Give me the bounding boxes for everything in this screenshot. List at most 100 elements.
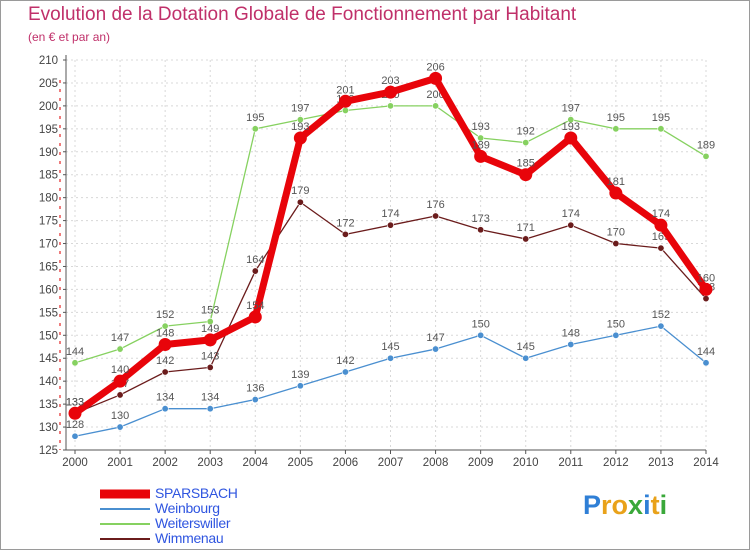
data-label: 176 bbox=[426, 199, 444, 211]
data-label: 145 bbox=[517, 341, 535, 353]
y-tick-label: 125 bbox=[39, 445, 58, 457]
data-point bbox=[654, 218, 668, 232]
data-label: 201 bbox=[336, 84, 354, 96]
data-label: 140 bbox=[111, 364, 129, 376]
data-label: 147 bbox=[426, 332, 444, 344]
data-point bbox=[161, 322, 169, 330]
legend-label: Weiterswiller bbox=[155, 515, 231, 531]
data-label: 154 bbox=[246, 300, 264, 312]
data-point bbox=[71, 432, 79, 440]
data-label: 160 bbox=[697, 272, 715, 284]
data-label: 133 bbox=[66, 396, 84, 408]
data-label: 136 bbox=[246, 383, 264, 395]
data-point bbox=[71, 359, 79, 367]
data-label: 174 bbox=[562, 208, 580, 220]
data-label: 150 bbox=[607, 318, 625, 330]
data-label: 174 bbox=[381, 208, 399, 220]
data-label: 181 bbox=[607, 176, 625, 188]
data-label: 145 bbox=[381, 341, 399, 353]
data-label: 149 bbox=[201, 323, 219, 335]
y-tick-label: 205 bbox=[39, 78, 58, 90]
x-tick-label: 2011 bbox=[558, 457, 583, 469]
legend-label: Wimmenau bbox=[155, 530, 224, 546]
data-label: 179 bbox=[291, 185, 309, 197]
data-point bbox=[251, 125, 259, 133]
data-label: 133 bbox=[66, 396, 84, 408]
data-point bbox=[116, 345, 124, 353]
data-point bbox=[341, 368, 349, 376]
data-point bbox=[612, 331, 620, 339]
y-tick-label: 130 bbox=[39, 422, 58, 434]
y-tick-label: 185 bbox=[39, 170, 58, 182]
x-tick-label: 2007 bbox=[378, 457, 404, 469]
data-point bbox=[612, 240, 620, 248]
data-point bbox=[161, 368, 169, 376]
data-label: 195 bbox=[652, 112, 670, 124]
data-point bbox=[206, 318, 214, 326]
data-point bbox=[522, 235, 530, 243]
data-point bbox=[386, 221, 394, 229]
legend-swatch bbox=[100, 522, 150, 525]
data-label: 143 bbox=[201, 350, 219, 362]
x-tick-label: 2010 bbox=[513, 457, 539, 469]
legend-item-wimmenau: Wimmenau bbox=[100, 530, 360, 546]
data-point bbox=[609, 186, 623, 200]
legend-swatch bbox=[100, 489, 150, 498]
data-label: 193 bbox=[291, 121, 309, 133]
x-tick-label: 2012 bbox=[603, 457, 629, 469]
data-point bbox=[251, 396, 259, 404]
legend-label: Weinbourg bbox=[155, 500, 220, 516]
data-point bbox=[113, 374, 127, 388]
data-point bbox=[116, 423, 124, 431]
data-label: 148 bbox=[156, 327, 174, 339]
legend-swatch bbox=[100, 507, 150, 510]
proxiti-logo: Proxiti bbox=[583, 490, 668, 520]
data-label: 192 bbox=[517, 126, 535, 138]
data-label: 174 bbox=[652, 208, 670, 220]
data-point bbox=[206, 363, 214, 371]
y-tick-label: 135 bbox=[39, 399, 58, 411]
data-label: 128 bbox=[66, 419, 84, 431]
x-tick-label: 2014 bbox=[693, 457, 719, 469]
data-label: 142 bbox=[156, 355, 174, 367]
legend-item-weinbourg: Weinbourg bbox=[100, 500, 360, 516]
y-tick-label: 195 bbox=[39, 124, 58, 136]
data-point bbox=[296, 116, 304, 124]
data-label: 148 bbox=[562, 327, 580, 339]
data-label: 130 bbox=[111, 410, 129, 422]
data-point bbox=[522, 354, 530, 362]
legend-label: SPARSBACH bbox=[155, 485, 238, 501]
x-tick-label: 2004 bbox=[242, 457, 268, 469]
data-point bbox=[68, 406, 82, 420]
data-point bbox=[657, 322, 665, 330]
data-point bbox=[519, 168, 533, 182]
data-label: 193 bbox=[562, 121, 580, 133]
data-point bbox=[432, 102, 440, 110]
data-point bbox=[341, 230, 349, 238]
data-point bbox=[702, 359, 710, 367]
data-point bbox=[293, 131, 307, 145]
data-label: 134 bbox=[201, 392, 219, 404]
x-tick-label: 2013 bbox=[648, 457, 674, 469]
data-label: 185 bbox=[517, 158, 535, 170]
data-label: 189 bbox=[697, 139, 715, 151]
data-point bbox=[477, 331, 485, 339]
grid-lines bbox=[66, 59, 707, 451]
data-point bbox=[432, 212, 440, 220]
data-point bbox=[522, 139, 530, 147]
data-point bbox=[161, 405, 169, 413]
data-label: 152 bbox=[156, 309, 174, 321]
y-tick-label: 150 bbox=[39, 330, 58, 342]
data-point bbox=[384, 85, 397, 99]
y-tick-label: 190 bbox=[39, 147, 58, 159]
data-label: 152 bbox=[652, 309, 670, 321]
y-tick-label: 140 bbox=[39, 376, 58, 388]
data-label: 144 bbox=[697, 346, 715, 358]
x-tick-label: 2009 bbox=[468, 457, 494, 469]
y-tick-label: 210 bbox=[39, 55, 58, 67]
series-weinbourg: 128 130 134 134 136 139 142 145 147 150 145 148 150 1… bbox=[66, 309, 715, 440]
data-point bbox=[386, 102, 394, 110]
data-point bbox=[612, 125, 620, 133]
data-label: 206 bbox=[426, 61, 444, 73]
